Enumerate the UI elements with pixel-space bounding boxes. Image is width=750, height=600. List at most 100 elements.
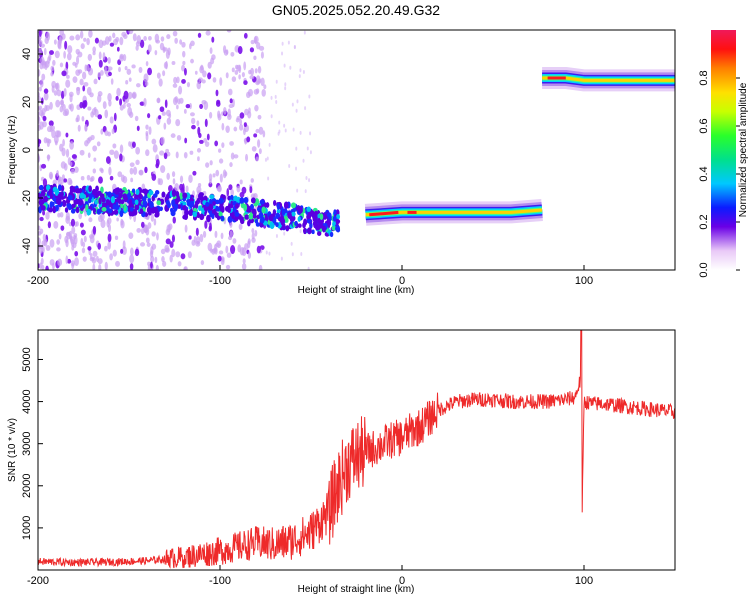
speckle-point: [229, 230, 233, 238]
band-point: [128, 199, 133, 207]
speckle-point: [65, 212, 70, 221]
band-point: [313, 223, 318, 229]
speckle-point: [243, 61, 247, 71]
speckle-point: [138, 66, 143, 73]
band-point: [218, 211, 223, 217]
speckle-point: [92, 46, 97, 53]
speckle-point: [243, 80, 248, 86]
band-point: [311, 210, 315, 218]
band-point: [149, 201, 154, 209]
speckle-point: [135, 146, 141, 155]
speckle-point: [68, 230, 73, 240]
speckle-point: [156, 232, 159, 241]
speckle-point: [158, 78, 163, 87]
band-point: [297, 216, 301, 222]
band-point: [122, 193, 128, 200]
speckle-point: [219, 173, 223, 183]
speckle-point: [129, 167, 134, 175]
band-point: [319, 213, 324, 221]
speckle-point: [160, 36, 165, 42]
speckle-point: [151, 138, 157, 145]
speckle-point: [156, 72, 161, 79]
speckle-point: [283, 123, 286, 128]
band-point: [57, 193, 63, 201]
speckle-point: [56, 169, 59, 177]
speckle-point: [64, 235, 69, 244]
speckle-point: [243, 122, 247, 128]
speckle-point: [72, 76, 78, 83]
speckle-point: [83, 82, 89, 87]
speckle-point: [153, 218, 157, 226]
speckle-point: [261, 88, 266, 97]
speckle-point: [179, 97, 184, 104]
speckle-point: [84, 140, 89, 147]
band-point: [57, 184, 62, 192]
speckle-point: [221, 122, 225, 131]
speckle-point: [62, 139, 65, 147]
speckle-point: [255, 156, 259, 162]
speckle-point: [239, 112, 245, 119]
speckle-point: [52, 59, 56, 66]
speckle-point: [166, 172, 170, 180]
speckle-point: [109, 253, 113, 261]
speckle-point: [93, 157, 97, 162]
speckle-point: [104, 130, 109, 136]
speckle-point: [164, 244, 170, 252]
speckle-point: [119, 144, 124, 154]
speckle-point: [43, 92, 49, 101]
band-point: [252, 213, 257, 219]
speckle-point: [129, 247, 134, 256]
speckle-point: [119, 153, 123, 162]
speckle-point: [98, 39, 104, 49]
band-point: [199, 213, 205, 221]
speckle-point: [171, 171, 176, 178]
speckle-point: [109, 149, 115, 156]
band-point: [256, 207, 263, 212]
speckle-point: [123, 90, 129, 100]
speckle-point: [246, 136, 251, 143]
speckle-point: [250, 67, 255, 76]
band-point: [198, 205, 202, 212]
speckle-point: [216, 240, 222, 249]
speckle-point: [67, 45, 73, 54]
speckle-point: [113, 150, 119, 159]
speckle-point: [180, 253, 186, 260]
speckle-point: [92, 250, 98, 257]
speckle-point: [227, 88, 233, 96]
speckle-point: [179, 175, 184, 183]
band-point: [79, 192, 85, 199]
speckle-point: [135, 159, 140, 166]
speckle-point: [62, 110, 68, 117]
speckle-point: [59, 211, 64, 218]
speckle-point: [60, 98, 64, 108]
speckle-point: [116, 87, 121, 97]
speckle-point: [39, 262, 43, 269]
speckle-point: [80, 43, 85, 50]
speckle-point: [258, 126, 264, 135]
band-point: [230, 200, 234, 208]
speckle-point: [306, 146, 309, 151]
band-point: [327, 221, 332, 227]
speckle-point: [76, 86, 81, 91]
speckle-point: [121, 246, 127, 256]
speckle-point: [83, 235, 87, 243]
band-point: [285, 225, 290, 232]
speckle-point: [295, 166, 298, 171]
speckle-point: [221, 142, 225, 148]
speckle-point: [224, 171, 228, 177]
band-point: [67, 203, 72, 211]
speckle-point: [178, 85, 183, 95]
speckle-point: [57, 40, 61, 49]
speckle-point: [241, 263, 247, 270]
speckle-point: [168, 223, 173, 230]
band-point: [227, 206, 232, 213]
band-point: [240, 219, 245, 225]
band-point: [101, 207, 107, 212]
speckle-point: [145, 81, 149, 86]
speckle-point: [267, 176, 270, 181]
band-point: [40, 189, 46, 197]
speckle-point: [171, 61, 176, 66]
speckle-point: [53, 90, 58, 96]
band-point: [45, 184, 51, 191]
